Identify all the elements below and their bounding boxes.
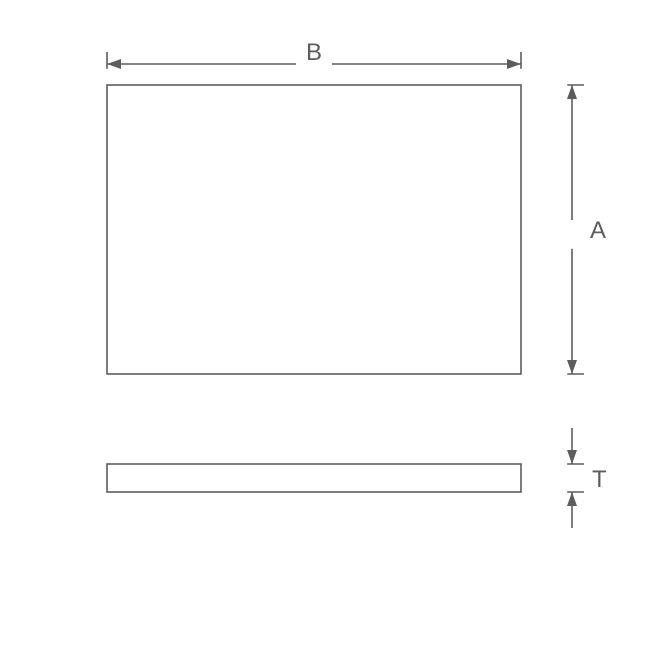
- dimension-T: [567, 428, 584, 528]
- dimension-label-T: T: [592, 466, 607, 493]
- dimension-A: [567, 85, 584, 374]
- dimension-label-A: A: [590, 217, 606, 244]
- dimension-diagram: B A T: [0, 0, 670, 670]
- dimension-label-B: B: [306, 39, 322, 66]
- plate-side-view: [107, 464, 521, 492]
- plate-top-view: [107, 85, 521, 374]
